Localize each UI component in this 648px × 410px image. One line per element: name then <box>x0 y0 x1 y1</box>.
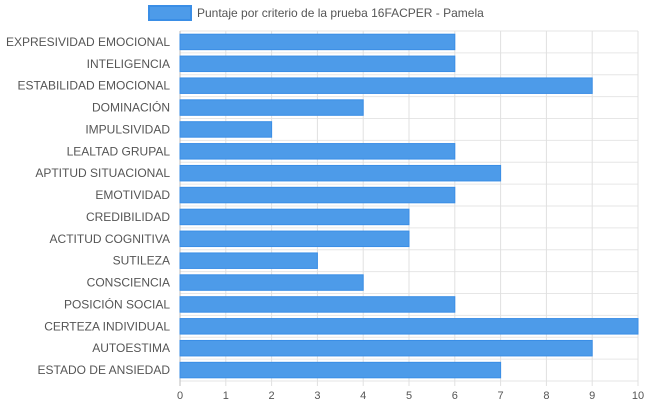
category-label: EXPRESIVIDAD EMOCIONAL <box>6 35 170 49</box>
category-label: ACTITUD COGNITIVA <box>50 232 170 246</box>
legend-swatch <box>148 5 192 21</box>
bar[interactable] <box>179 55 456 73</box>
bar[interactable] <box>179 143 456 160</box>
x-axis-ticks: 0 1 2 3 4 5 6 7 8 9 10 <box>177 390 644 402</box>
x-tick-label: 4 <box>360 390 366 402</box>
bar[interactable] <box>179 77 593 94</box>
category-label: CREDIBILIDAD <box>86 210 170 224</box>
legend-label: Puntaje por criterio de la prueba 16FACP… <box>197 6 484 20</box>
x-tick-label: 1 <box>223 390 229 402</box>
legend[interactable]: Puntaje por criterio de la prueba 16FACP… <box>148 5 484 21</box>
bar[interactable] <box>179 361 502 379</box>
bar[interactable] <box>179 186 456 204</box>
x-tick-label: 3 <box>314 390 320 402</box>
category-label: AUTOESTIMA <box>92 341 170 355</box>
x-tick-label: 7 <box>498 390 504 402</box>
category-label: CERTEZA INDIVIDUAL <box>44 319 170 333</box>
category-label: IMPULSIVIDAD <box>85 122 170 136</box>
bar[interactable] <box>179 230 410 248</box>
category-labels: EXPRESIVIDAD EMOCIONAL INTELIGENCIA ESTABI… <box>6 35 170 377</box>
category-label: LEALTAD GRUPAL <box>67 144 171 158</box>
x-tick-label: 9 <box>589 390 595 402</box>
chart-bars <box>179 33 639 379</box>
bar[interactable] <box>179 121 273 138</box>
bar[interactable] <box>179 99 364 116</box>
bar[interactable] <box>179 274 364 291</box>
x-tick-label: 2 <box>269 390 275 402</box>
bar[interactable] <box>179 164 502 182</box>
x-tick-label: 5 <box>406 390 412 402</box>
category-label: ESTADO DE ANSIEDAD <box>38 363 171 377</box>
category-label: EMOTIVIDAD <box>95 188 170 202</box>
bar[interactable] <box>179 296 456 313</box>
x-tick-label: 6 <box>452 390 458 402</box>
bar[interactable] <box>179 339 593 357</box>
x-tick-label: 10 <box>632 390 644 402</box>
category-label: ESTABILIDAD EMOCIONAL <box>18 79 171 93</box>
bar[interactable] <box>179 252 318 269</box>
category-label: SUTILEZA <box>113 254 170 268</box>
bar[interactable] <box>179 33 456 51</box>
category-label: POSICIÓN SOCIAL <box>64 296 170 311</box>
x-tick-label: 8 <box>543 390 549 402</box>
category-label: DOMINACIÓN <box>92 100 170 115</box>
category-label: CONSCIENCIA <box>87 276 170 290</box>
bar[interactable] <box>179 208 410 226</box>
category-label: APTITUD SITUACIONAL <box>35 166 170 180</box>
bar[interactable] <box>179 318 639 335</box>
x-tick-label: 0 <box>177 390 183 402</box>
category-label: INTELIGENCIA <box>87 57 170 71</box>
